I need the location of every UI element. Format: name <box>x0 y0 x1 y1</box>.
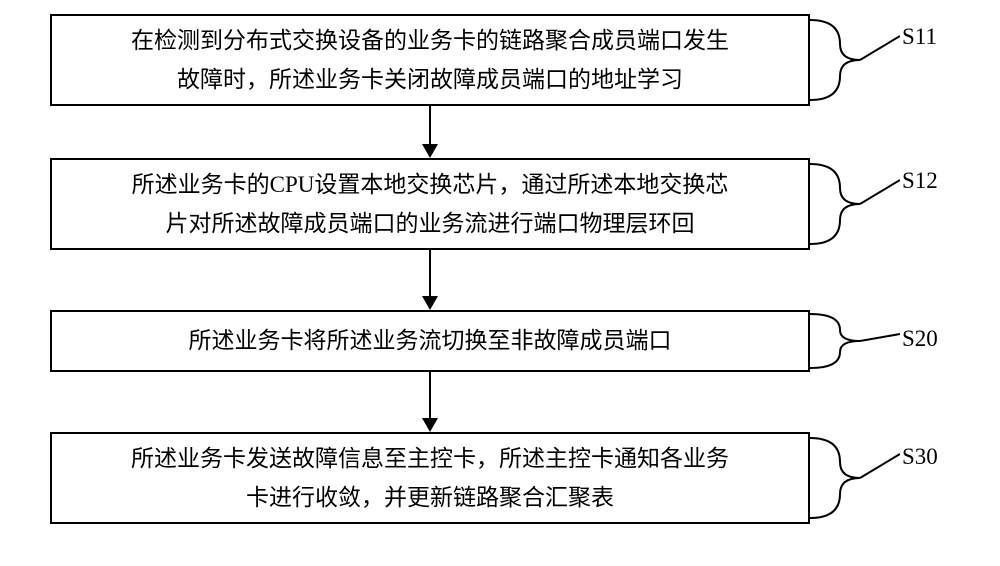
arrow-head <box>422 144 438 158</box>
step-text-line: 故障时，所述业务卡关闭故障成员端口的地址学习 <box>131 60 729 99</box>
step-box-s11: 在检测到分布式交换设备的业务卡的链路聚合成员端口发生 故障时，所述业务卡关闭故障… <box>50 14 810 106</box>
step-text-line: 所述业务卡的CPU设置本地交换芯片，通过所述本地交换芯 <box>132 165 729 204</box>
arrow-head <box>422 418 438 432</box>
step-text-line: 片对所述故障成员端口的业务流进行端口物理层环回 <box>132 204 729 243</box>
brace-connector <box>810 432 900 524</box>
step-box-s30: 所述业务卡发送故障信息至主控卡，所述主控卡通知各业务 卡进行收敛，并更新链路聚合… <box>50 432 810 524</box>
brace-connector <box>810 158 900 250</box>
brace-connector <box>810 14 900 106</box>
arrow-line <box>429 372 431 420</box>
step-box-s12: 所述业务卡的CPU设置本地交换芯片，通过所述本地交换芯 片对所述故障成员端口的业… <box>50 158 810 250</box>
step-label-s11: S11 <box>902 24 937 50</box>
flowchart-canvas: 在检测到分布式交换设备的业务卡的链路聚合成员端口发生 故障时，所述业务卡关闭故障… <box>0 0 1000 566</box>
step-text-line: 所述业务卡将所述业务流切换至非故障成员端口 <box>189 321 672 360</box>
step-text-line: 所述业务卡发送故障信息至主控卡，所述主控卡通知各业务 <box>131 439 729 478</box>
arrow-line <box>429 106 431 146</box>
step-label-s30: S30 <box>902 444 938 470</box>
step-text-line: 在检测到分布式交换设备的业务卡的链路聚合成员端口发生 <box>131 21 729 60</box>
step-box-s20: 所述业务卡将所述业务流切换至非故障成员端口 <box>50 310 810 372</box>
step-text-line: 卡进行收敛，并更新链路聚合汇聚表 <box>131 478 729 517</box>
step-label-s12: S12 <box>902 168 938 194</box>
arrow-line <box>429 250 431 298</box>
step-label-s20: S20 <box>902 326 938 352</box>
brace-connector <box>810 310 900 372</box>
arrow-head <box>422 296 438 310</box>
